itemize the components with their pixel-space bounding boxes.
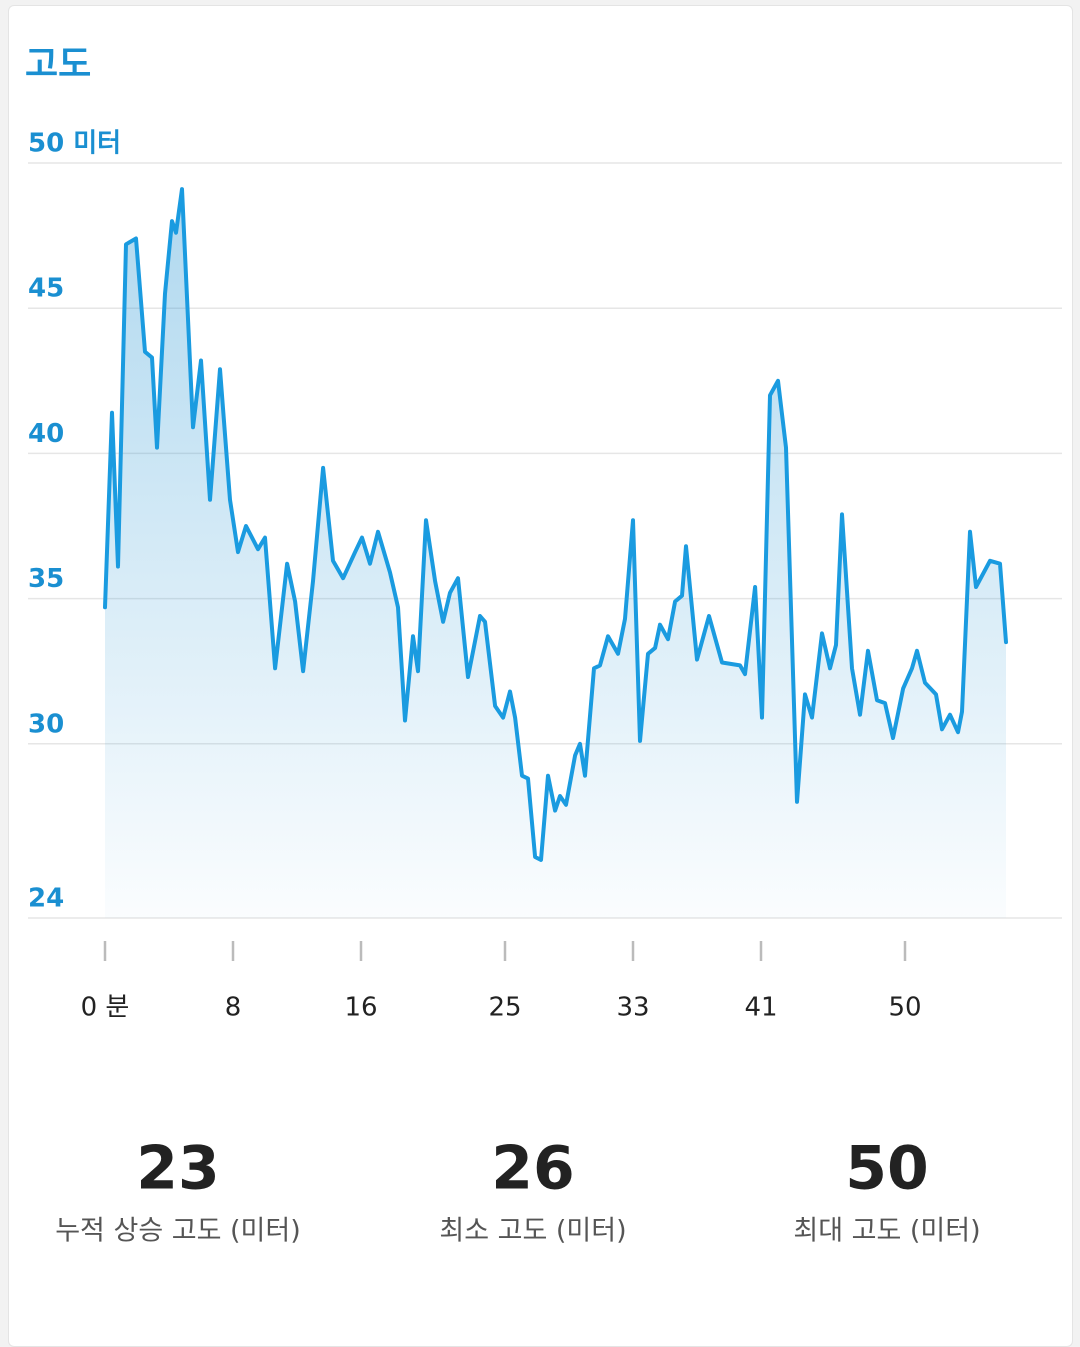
chart-title: 고도 [25, 44, 91, 85]
stat-value: 26 [491, 1134, 575, 1204]
y-tick-label: 35 [28, 564, 64, 594]
y-tick-label: 24 [28, 884, 64, 914]
line [103, 187, 1008, 862]
stat-value: 23 [136, 1134, 220, 1204]
x-tick-label: 50 [888, 993, 921, 1023]
y-tick-label: 40 [28, 419, 64, 449]
y-tick-label: 45 [28, 274, 64, 304]
x-tick-label: 8 [225, 993, 242, 1023]
stat-value: 50 [845, 1134, 929, 1204]
x-tick-label: 33 [616, 993, 649, 1023]
stat-label: 최대 고도 (미터) [793, 1216, 980, 1247]
x-tick-label: 41 [744, 993, 777, 1023]
y-tick-label: 30 [28, 709, 64, 739]
stat-label: 누적 상승 고도 (미터) [55, 1216, 301, 1247]
stat-label: 최소 고도 (미터) [439, 1216, 626, 1247]
x-tick-label: 0 분 [81, 993, 130, 1023]
x-tick-label: 25 [488, 993, 521, 1023]
y-tick-label: 50 미터 [28, 129, 121, 159]
x-tick-label: 16 [344, 993, 377, 1023]
area [105, 189, 1006, 919]
